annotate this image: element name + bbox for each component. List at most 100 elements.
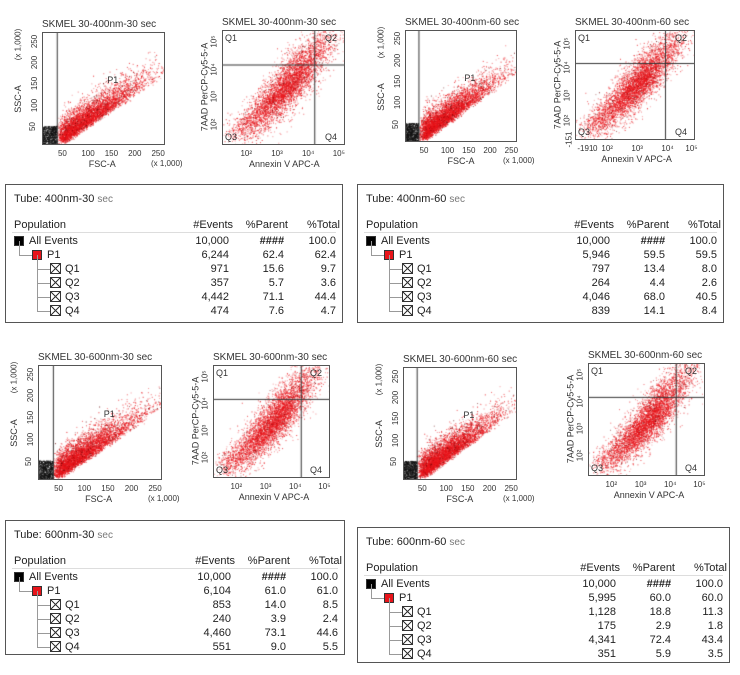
cell-value: 73.1	[264, 627, 286, 639]
table-row: All Events 10,000 #### 100.0	[6, 571, 344, 584]
y-tick-label: 10⁵	[209, 35, 219, 48]
quadrant-gate-icon	[50, 291, 61, 302]
cell-value: 971	[210, 263, 229, 275]
tube-header: Tube: 600nm-30 sec	[14, 529, 113, 541]
header-col: #Events	[574, 219, 614, 231]
tree-connector	[37, 297, 50, 312]
cell-value: 175	[597, 620, 616, 632]
y-tick-label: 10⁵	[200, 370, 210, 383]
quadrant-gate-icon	[50, 263, 61, 274]
table-row: Q2 357 5.7 3.6	[6, 269, 342, 290]
quadrant-label-q2: Q2	[310, 368, 323, 378]
y-scale-label: (x 1,000)	[376, 26, 386, 59]
table-row: Q2 175 2.9 1.8	[358, 612, 729, 633]
tree-connector	[389, 283, 402, 298]
plot-title: SKMEL 30-400nm-60 sec	[575, 17, 690, 28]
y-tick-label: 200	[26, 389, 36, 403]
cell-value: 2.4	[322, 613, 338, 625]
plot-frame	[403, 367, 517, 480]
cell-value: 474	[210, 305, 229, 317]
population-name: Q2	[65, 277, 80, 289]
y-tick-label: 100	[393, 96, 403, 110]
table-header: Population #Events %Parent %Total	[12, 555, 342, 569]
y-tick-label: 10⁴	[575, 395, 585, 408]
y-scale-label: (x 1,000)	[374, 363, 384, 396]
cell-value: ####	[646, 578, 671, 590]
y-tick-label: 10²	[200, 451, 210, 464]
cell-value: 72.4	[649, 634, 671, 646]
x-tick-label: 10²	[240, 149, 252, 158]
tube-label: Tube:	[366, 193, 394, 205]
cell-value: 100.0	[689, 235, 717, 247]
cell-value: 4.4	[649, 277, 665, 289]
header-population: Population	[14, 555, 66, 567]
y-tick-label: 10⁵	[575, 368, 585, 381]
plot-title: SKMEL 30-400nm-60 sec	[405, 17, 520, 28]
cell-value: 100.0	[695, 578, 723, 590]
tree-connector	[37, 633, 50, 648]
cell-value: 797	[591, 263, 610, 275]
x-tick-label: 150	[101, 484, 115, 493]
table-row: P1 6,104 61.0 61.0	[6, 577, 344, 598]
cell-value: 5,946	[582, 249, 610, 261]
population-name: Q3	[417, 291, 432, 303]
x-tick-label: 10⁵	[318, 482, 331, 491]
cell-value: 68.0	[643, 291, 665, 303]
cell-value: 264	[591, 277, 610, 289]
population-name: All Events	[29, 235, 78, 247]
population-name: All Events	[29, 571, 78, 583]
plot-title: SKMEL 30-400nm-30 sec	[42, 19, 157, 30]
plot-title: SKMEL 30-600nm-30 sec	[38, 352, 153, 363]
quadrant-gate-icon	[402, 305, 413, 316]
plot-frame	[42, 32, 165, 145]
cell-value: 44.6	[316, 627, 338, 639]
quadrant-gate-icon	[402, 634, 413, 645]
cell-value: 62.4	[314, 249, 336, 261]
population-table: Tube: 600nm-60 sec Population #Events %Pare…	[357, 527, 730, 663]
x-axis-label: FSC-A	[88, 159, 116, 169]
x-tick-label: 10²	[605, 480, 618, 489]
cell-value: 10,000	[576, 235, 610, 247]
y-tick-label: 250	[391, 369, 401, 383]
y-tick-label: 150	[26, 411, 36, 425]
gate-label-p1: P1	[463, 409, 475, 420]
cell-value: 71.1	[262, 291, 284, 303]
tube-header: Tube: 400nm-60 sec	[366, 193, 465, 205]
x-tick-label: 0	[593, 144, 598, 153]
x-tick-label: 10³	[634, 480, 647, 489]
tree-connector	[371, 241, 384, 256]
cell-value: 11.3	[702, 606, 723, 618]
quadrant-gate-icon	[50, 641, 61, 652]
cell-value: 4,341	[588, 634, 616, 646]
x-tick-label: 50	[57, 149, 67, 158]
x-scale-label: (x 1,000)	[503, 494, 535, 503]
population-name: Q1	[417, 606, 432, 618]
quadrant-label-q4: Q4	[325, 132, 338, 142]
quadrant-label-q2: Q2	[685, 366, 698, 376]
cell-value: 9.0	[270, 641, 286, 653]
cell-value: 15.6	[262, 263, 284, 275]
x-tick-label: 50	[54, 484, 64, 493]
y-tick-label: 150	[391, 412, 401, 426]
y-tick-label: 150	[30, 77, 40, 91]
cell-value: ####	[259, 235, 284, 247]
plot-frame	[38, 365, 162, 480]
population-name: Q1	[65, 599, 80, 611]
table-row: Q2 264 4.4 2.6	[358, 269, 723, 290]
y-tick-label: 10²	[209, 118, 219, 130]
cell-value: 5.9	[655, 648, 671, 660]
cell-value: 5,995	[588, 592, 616, 604]
tube-unit: sec	[97, 530, 113, 541]
cell-value: 43.4	[701, 634, 723, 646]
tube-unit: sec	[449, 194, 465, 205]
cell-value: 40.5	[695, 291, 717, 303]
x-axis-label: Annexin V APC-A	[238, 492, 310, 502]
y-scale-label: (x 1,000)	[9, 361, 19, 394]
quadrant-gate-icon	[50, 277, 61, 288]
scatter-points	[213, 365, 330, 478]
header-population: Population	[366, 562, 418, 574]
plot-title: SKMEL 30-600nm-30 sec	[213, 352, 328, 363]
x-tick-label: 150	[461, 484, 475, 493]
quadrant-label-q3: Q3	[578, 127, 591, 137]
x-tick-label: 150	[104, 149, 119, 158]
